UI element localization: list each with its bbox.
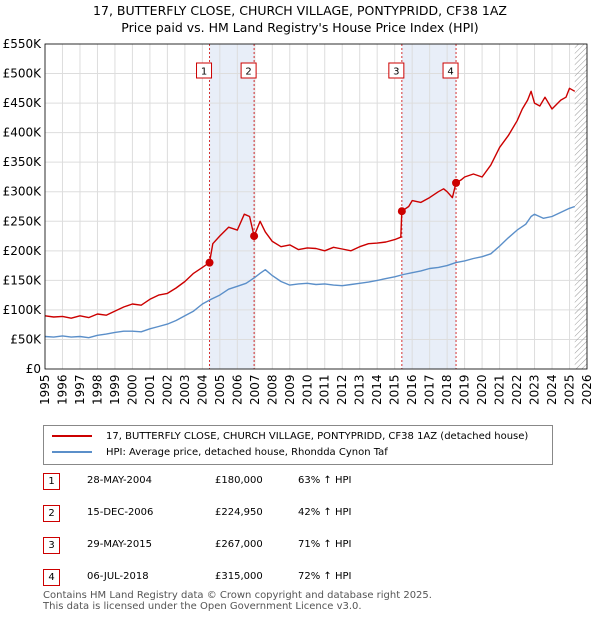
- x-tick-label: 2019: [458, 374, 472, 405]
- sale-hpi-change: 63% ↑ HPI: [298, 475, 352, 486]
- legend-swatch-property: [52, 435, 92, 437]
- x-tick-label: 2010: [300, 374, 314, 405]
- sale-price: £267,000: [215, 539, 263, 550]
- y-tick-label: £550K: [3, 37, 43, 51]
- y-tick-label: £450K: [3, 96, 43, 110]
- y-tick-label: £150K: [3, 273, 43, 287]
- sale-price: £180,000: [215, 475, 263, 486]
- x-tick-label: 2007: [248, 374, 262, 405]
- plot-frame: [44, 43, 588, 370]
- x-tick-label: 2016: [405, 374, 419, 405]
- x-tick-label: 2020: [475, 374, 489, 405]
- y-tick-label: £400K: [3, 126, 43, 140]
- x-tick-label: 2012: [335, 374, 349, 405]
- x-tick-label: 1995: [38, 374, 52, 405]
- legend-item-property: 17, BUTTERFLY CLOSE, CHURCH VILLAGE, PON…: [52, 430, 528, 444]
- sale-number-badge: 2: [43, 505, 60, 522]
- y-tick-label: £200K: [3, 244, 43, 258]
- table-row: 1 28-MAY-2004 £180,000 63% ↑ HPI: [43, 473, 583, 490]
- property-price-line: [44, 87, 576, 319]
- sale-hpi-change: 72% ↑ HPI: [298, 571, 352, 582]
- x-tick-label: 2021: [493, 374, 507, 405]
- y-tick-label: £350K: [3, 155, 43, 169]
- sale-date: 15-DEC-2006: [87, 507, 154, 518]
- table-row: 2 15-DEC-2006 £224,950 42% ↑ HPI: [43, 505, 583, 522]
- x-tick-label: 1997: [73, 374, 87, 405]
- y-tick-label: £50K: [10, 332, 42, 346]
- x-tick-label: 2022: [510, 374, 524, 405]
- sale-point: [452, 178, 461, 187]
- x-tick-label: 2011: [318, 374, 332, 405]
- x-tick-label: 2005: [213, 374, 227, 405]
- y-tick-label: £100K: [3, 303, 43, 317]
- sale-date: 06-JUL-2018: [87, 571, 149, 582]
- y-tick-label: £300K: [3, 185, 43, 199]
- legend-item-hpi: HPI: Average price, detached house, Rhon…: [52, 446, 388, 460]
- chart-title: 17, BUTTERFLY CLOSE, CHURCH VILLAGE, PON…: [93, 3, 507, 18]
- x-tick-label: 2002: [160, 374, 174, 405]
- sale-number-badge: 1: [43, 473, 60, 490]
- sale-marker-box: [442, 62, 459, 79]
- x-tick-label: 2000: [125, 374, 139, 405]
- legend-label-hpi: HPI: Average price, detached house, Rhon…: [106, 447, 388, 458]
- x-tick-label: 2009: [283, 374, 297, 405]
- sale-marker-label: 2: [245, 67, 251, 78]
- x-tick-label: 2026: [580, 374, 594, 405]
- x-tick-label: 2024: [545, 374, 559, 405]
- sale-hpi-change: 71% ↑ HPI: [298, 539, 352, 550]
- y-tick-label: £500K: [3, 67, 43, 81]
- x-tick-label: 2023: [528, 374, 542, 405]
- x-tick-label: 2001: [143, 374, 157, 405]
- forecast-hatch: [574, 44, 587, 369]
- sale-marker-box: [240, 62, 257, 79]
- y-tick-label: £0: [26, 362, 41, 376]
- sale-marker-label: 4: [447, 67, 453, 78]
- sale-price: £224,950: [215, 507, 263, 518]
- x-tick-label: 1998: [90, 374, 104, 405]
- sale-point: [397, 207, 406, 216]
- chart-area: 1 2 3 4 £0 £50K £100K £150K £200K £250K £300K £350…: [3, 37, 594, 405]
- footer-licence: This data is licensed under the Open Gov…: [43, 601, 362, 612]
- sale-marker-label: 3: [393, 67, 399, 78]
- sale-price: £315,000: [215, 571, 263, 582]
- table-row: 3 29-MAY-2015 £267,000 71% ↑ HPI: [43, 537, 583, 554]
- x-tick-label: 2014: [370, 374, 384, 405]
- table-row: 4 06-JUL-2018 £315,000 72% ↑ HPI: [43, 569, 583, 586]
- shaded-period: [209, 44, 255, 369]
- legend-label-property: 17, BUTTERFLY CLOSE, CHURCH VILLAGE, PON…: [106, 431, 529, 442]
- sale-hpi-change: 42% ↑ HPI: [298, 507, 352, 518]
- legend: 17, BUTTERFLY CLOSE, CHURCH VILLAGE, PON…: [43, 425, 553, 465]
- y-tick-label: £250K: [3, 214, 43, 228]
- x-tick-label: 2017: [423, 374, 437, 405]
- x-tick-label: 2008: [265, 374, 279, 405]
- footer: Contains HM Land Registry data © Crown c…: [43, 590, 432, 612]
- sale-date: 29-MAY-2015: [87, 539, 153, 550]
- footer-copyright: Contains HM Land Registry data © Crown c…: [43, 590, 432, 601]
- sale-marker-box: [196, 62, 213, 79]
- shaded-period: [401, 44, 457, 369]
- legend-swatch-hpi: [52, 451, 92, 453]
- sale-marker-box: [388, 62, 405, 79]
- x-tick-label: 2004: [195, 374, 209, 405]
- x-tick-label: 2006: [230, 374, 244, 405]
- x-tick-label: 2018: [440, 374, 454, 405]
- sale-point: [250, 232, 259, 241]
- x-tick-label: 2025: [563, 374, 577, 405]
- sale-date: 28-MAY-2004: [87, 475, 153, 486]
- x-tick-label: 2015: [388, 374, 402, 405]
- chart-subtitle: Price paid vs. HM Land Registry's House …: [121, 20, 479, 35]
- sale-number-badge: 4: [43, 569, 60, 586]
- sale-point: [205, 258, 214, 267]
- hpi-line: [44, 205, 576, 339]
- sale-number-badge: 3: [43, 537, 60, 554]
- x-tick-label: 2003: [178, 374, 192, 405]
- x-tick-label: 2013: [353, 374, 367, 405]
- sale-marker-label: 1: [201, 67, 207, 78]
- x-tick-label: 1999: [108, 374, 122, 405]
- x-tick-label: 1996: [55, 374, 69, 405]
